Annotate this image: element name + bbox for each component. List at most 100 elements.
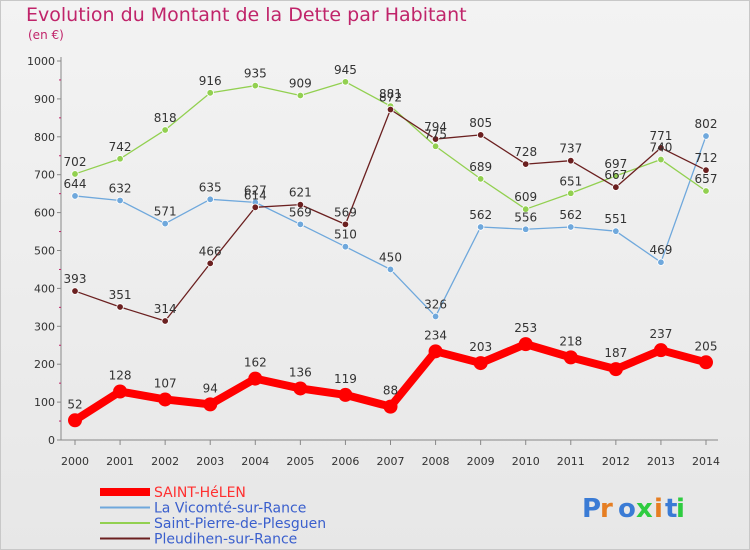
y-tick-label: 1000: [27, 55, 55, 68]
data-point: [296, 200, 305, 209]
data-label: 651: [559, 174, 582, 188]
data-label: 556: [514, 210, 537, 224]
data-label: 737: [559, 142, 582, 156]
data-label: 203: [469, 340, 492, 354]
data-label: 657: [695, 172, 718, 186]
data-label: 469: [649, 243, 672, 257]
data-point: [476, 131, 485, 139]
x-tick-label: 2001: [106, 455, 134, 468]
data-label: 562: [469, 208, 492, 222]
data-point: [653, 343, 668, 358]
data-point: [386, 105, 395, 114]
data-point: [383, 399, 398, 414]
data-label: 644: [64, 177, 87, 191]
data-label: 162: [244, 356, 267, 370]
data-point: [206, 195, 214, 204]
x-tick-label: 2000: [61, 455, 89, 468]
x-tick-label: 2014: [692, 455, 720, 468]
data-point: [702, 166, 710, 174]
data-label: 742: [109, 140, 132, 154]
data-label: 253: [514, 321, 537, 335]
data-point: [657, 144, 665, 152]
data-point: [113, 384, 128, 399]
data-point: [428, 344, 443, 359]
data-label: 794: [424, 120, 447, 134]
y-tick-label: 300: [34, 320, 55, 333]
proxiti-logo: Pr o x i ti: [582, 494, 685, 524]
logo-letter: i: [676, 494, 685, 524]
data-point: [293, 381, 308, 396]
data-label: 667: [604, 168, 627, 182]
data-point: [161, 126, 169, 134]
data-point: [431, 135, 440, 143]
y-tick-label: 0: [48, 434, 55, 447]
data-label: 621: [289, 186, 312, 200]
y-tick-label: 600: [34, 207, 55, 220]
data-point: [473, 356, 488, 371]
data-label: 909: [289, 76, 312, 90]
data-point: [338, 387, 353, 402]
data-point: [68, 413, 82, 428]
data-point: [567, 189, 575, 197]
chart-title: Evolution du Montant de la Dette par Hab…: [26, 4, 467, 26]
data-label: 52: [67, 397, 82, 411]
data-label: 107: [154, 376, 177, 390]
data-label: 609: [514, 190, 537, 204]
data-point: [341, 220, 350, 229]
data-point: [612, 183, 620, 191]
data-point: [608, 362, 623, 377]
x-tick-label: 2007: [377, 455, 405, 468]
data-label: 314: [154, 302, 177, 316]
data-label: 818: [154, 111, 177, 125]
data-label: 805: [469, 116, 492, 130]
data-label: 740: [649, 141, 672, 155]
data-label: 697: [604, 157, 627, 171]
data-point: [657, 258, 665, 266]
data-point: [476, 175, 485, 183]
data-point: [522, 225, 530, 233]
legend-entry: La Vicomté-sur-Rance: [154, 501, 306, 517]
axes: 0 100 200 300 400 500 600 700 800 900 1000 2000 2001…: [27, 55, 720, 468]
x-tick-label: 2013: [647, 455, 675, 468]
data-label: 635: [199, 180, 222, 194]
data-label: 187: [604, 346, 627, 360]
x-tick-label: 2008: [422, 455, 450, 468]
data-point: [386, 265, 395, 274]
logo-letter: o: [618, 494, 636, 524]
data-label: 569: [289, 205, 312, 219]
data-label: 945: [334, 63, 357, 77]
y-tick-label: 200: [34, 358, 55, 371]
x-tick-label: 2009: [467, 455, 495, 468]
data-label: 88: [383, 384, 398, 398]
data-point: [71, 192, 79, 200]
chart-subtitle: (en €): [28, 28, 64, 42]
data-point: [203, 397, 218, 412]
data-label: 569: [334, 205, 357, 219]
data-point: [251, 203, 259, 211]
data-label: 326: [424, 297, 447, 311]
x-tick-label: 2003: [196, 455, 224, 468]
data-label: 218: [559, 334, 582, 348]
data-label: 510: [334, 228, 357, 242]
y-tick-label: 800: [34, 131, 55, 144]
data-point: [116, 155, 124, 163]
x-tick-label: 2005: [286, 455, 314, 468]
data-label: 562: [559, 208, 582, 222]
data-label: 393: [64, 272, 87, 286]
legend-entry: SAINT-HéLEN: [154, 485, 246, 501]
data-label: 205: [695, 339, 718, 353]
data-point: [518, 337, 533, 352]
x-tick-label: 2012: [602, 455, 630, 468]
legend-entry: Saint-Pierre-de-Plesguen: [154, 516, 326, 532]
data-label: 551: [604, 212, 627, 226]
data-label: 351: [109, 288, 132, 302]
data-point: [206, 89, 214, 97]
data-label: 237: [649, 327, 672, 341]
data-point: [567, 223, 575, 231]
data-point: [612, 172, 620, 180]
data-label: 466: [199, 244, 222, 258]
logo-letter: r: [600, 494, 613, 524]
y-tick-label: 500: [34, 245, 55, 258]
